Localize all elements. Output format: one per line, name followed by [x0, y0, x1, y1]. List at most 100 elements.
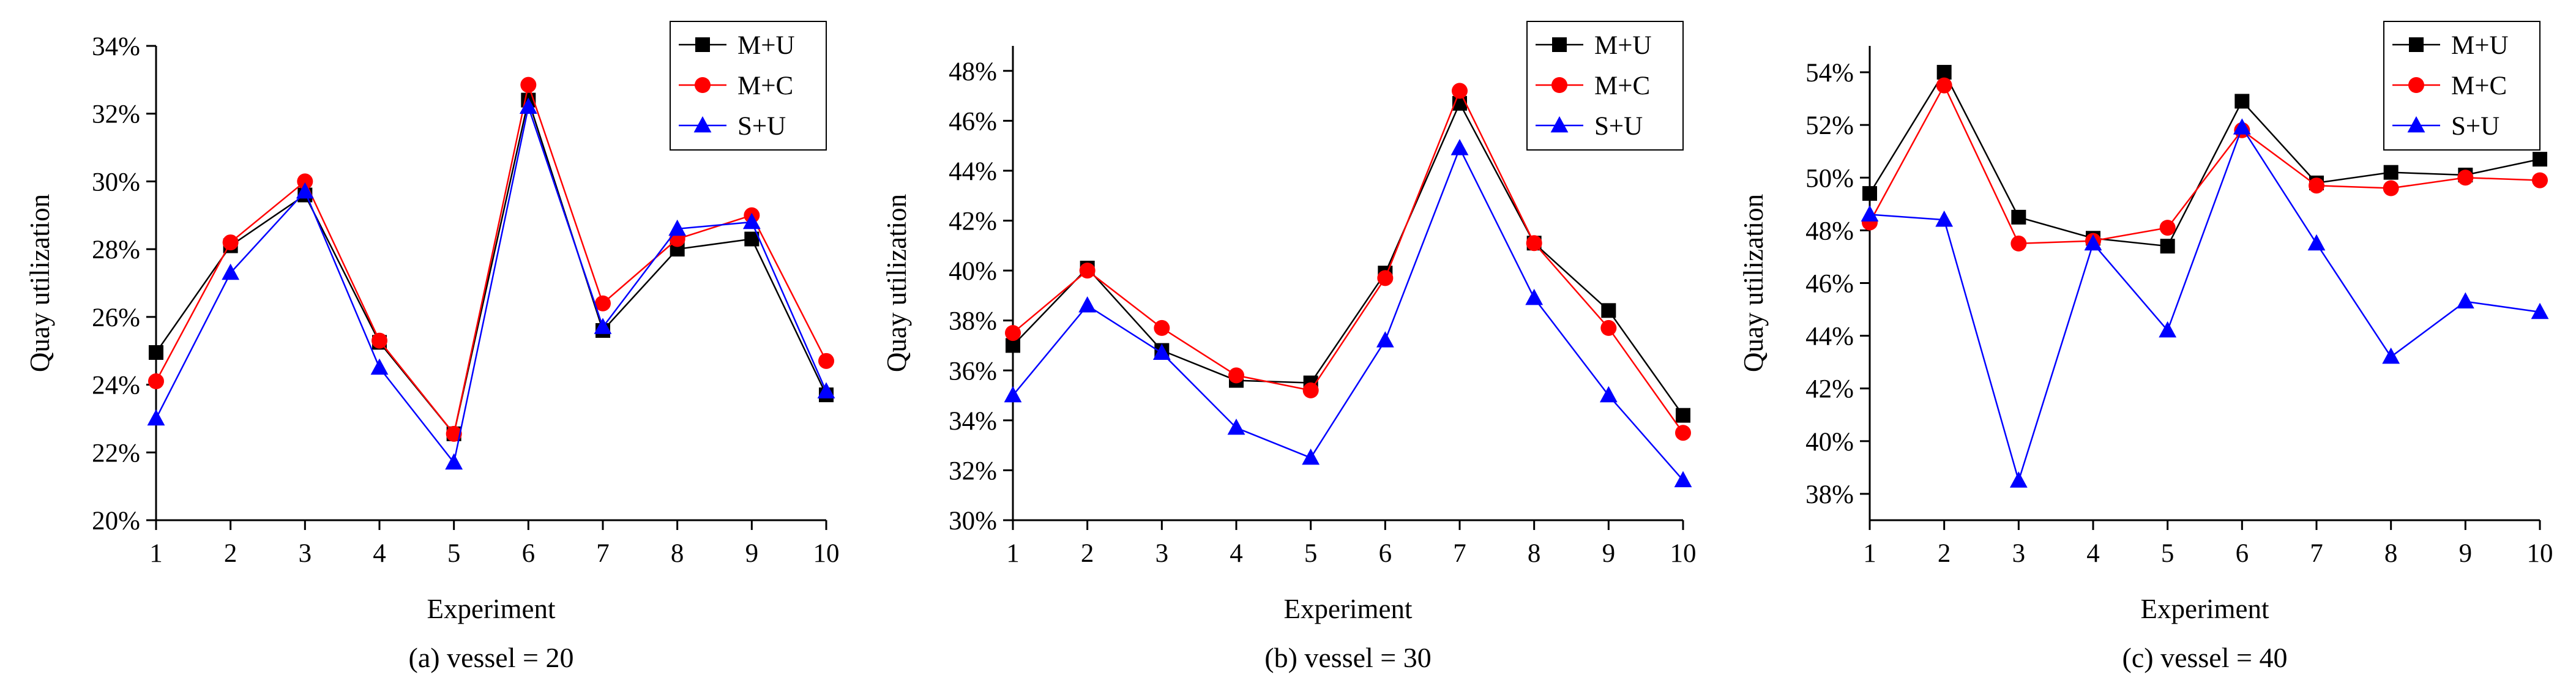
data-point [1935, 211, 1954, 227]
data-point [296, 182, 314, 199]
x-tick-label: 9 [745, 539, 759, 568]
data-point [1862, 186, 1877, 201]
x-tick-label: 10 [1670, 539, 1697, 568]
x-axis-title: Experiment [1284, 594, 1413, 624]
data-point [742, 212, 761, 229]
data-point [1079, 263, 1096, 279]
y-tick-label: 44% [1805, 323, 1854, 351]
data-point [1376, 331, 1394, 348]
data-point [1676, 408, 1690, 423]
x-axis-title: Experiment [2141, 594, 2269, 624]
x-tick-label: 10 [2527, 539, 2553, 568]
y-tick-label: 32% [92, 100, 140, 129]
legend: M+U M+C S+U [2383, 21, 2541, 151]
series-S+U [1004, 139, 1692, 488]
y-tick-label: 54% [1805, 59, 1854, 88]
x-tick-label: 8 [671, 539, 684, 568]
data-point [668, 219, 687, 236]
y-tick-label: 44% [949, 157, 997, 186]
y-tick-label: 50% [1805, 164, 1854, 193]
data-point [1078, 296, 1097, 313]
data-point [1302, 448, 1320, 465]
data-point [1154, 319, 1170, 336]
data-point [817, 382, 835, 398]
legend-label: S+U [737, 112, 786, 141]
y-axis-title: Quay utilization [881, 194, 912, 372]
legend-marker [1551, 77, 1567, 93]
panel-caption: (a) vessel = 20 [409, 642, 574, 673]
data-point [445, 453, 463, 470]
data-point [2009, 471, 2028, 488]
y-tick-label: 42% [1805, 375, 1854, 404]
x-tick-label: 4 [2086, 539, 2100, 568]
legend: M+U M+C S+U [670, 21, 827, 151]
legend-label: M+C [1594, 72, 1650, 100]
chart-panel-3: 38% 40% 42% 44% 46% 48% 50% 52% 54% 1 2 3 4 5 6 7 8 9 10 Ex… [1738, 21, 2553, 673]
panel-caption: (b) vessel = 30 [1264, 642, 1432, 673]
x-tick-label: 1 [1006, 539, 1020, 568]
x-tick-label: 2 [1938, 539, 1951, 568]
legend-label: M+C [2451, 72, 2507, 100]
data-point [2159, 220, 2176, 236]
x-tick-label: 6 [2236, 539, 2249, 568]
data-point [2309, 177, 2324, 194]
legend: M+U M+C S+U [1526, 21, 1684, 151]
data-point [297, 173, 313, 190]
x-tick-label: 1 [1863, 539, 1876, 568]
series-line [1869, 83, 2541, 245]
data-point [1675, 425, 1691, 441]
data-point [370, 358, 389, 375]
legend-marker [1552, 37, 1567, 52]
y-tick-label: 38% [949, 307, 997, 336]
x-tick-label: 9 [1602, 539, 1616, 568]
x-tick-label: 4 [1230, 539, 1243, 568]
x-axis-title: Experiment [427, 594, 556, 624]
x-tick-label: 8 [1528, 539, 1541, 568]
data-point [818, 353, 834, 369]
data-point [2457, 170, 2474, 186]
data-point [1377, 270, 1394, 286]
y-tick-label: 38% [1805, 480, 1854, 509]
x-tick-label: 5 [1304, 539, 1318, 568]
data-point [1452, 83, 1468, 99]
y-tick-label: 40% [949, 257, 997, 286]
data-point [2382, 347, 2400, 364]
y-tick-label: 48% [949, 58, 997, 86]
data-point [446, 425, 462, 442]
y-tick-label: 20% [92, 507, 140, 535]
y-tick-label: 30% [949, 507, 997, 535]
data-point [595, 295, 611, 312]
legend-label: M+U [2451, 31, 2509, 60]
y-tick-label: 28% [92, 236, 140, 264]
y-tick-label: 22% [92, 439, 140, 468]
x-tick-label: 2 [224, 539, 237, 568]
legend-marker [695, 77, 711, 93]
data-point [1525, 288, 1544, 305]
y-tick-label: 30% [92, 168, 140, 196]
data-point [2383, 180, 2399, 196]
data-point [1450, 139, 1469, 155]
y-tick-label: 32% [949, 457, 997, 485]
series-S+U [147, 97, 835, 470]
data-point [2011, 209, 2026, 225]
data-point [520, 76, 537, 93]
legend-label: S+U [1594, 112, 1643, 141]
x-tick-label: 8 [2384, 539, 2398, 568]
legend-marker [1550, 116, 1569, 133]
y-tick-label: 24% [92, 371, 140, 400]
series-line [155, 81, 827, 436]
series-line [1869, 70, 2541, 247]
chart-panel-2: 30% 32% 34% 36% 38% 40% 42% 44% 46% 48% 1 2 3 4 5 6 7 8 9 1… [881, 21, 1697, 673]
data-point [1005, 325, 1021, 341]
data-point [222, 263, 240, 280]
chart-panel-1: 20% 22% 24% 26% 28% 30% 32% 34% 1 2 3 4 5 6 7 8 9 10 Exper… [24, 21, 840, 673]
x-tick-label: 3 [1155, 539, 1169, 568]
data-point [2233, 118, 2251, 135]
x-tick-label: 9 [2459, 539, 2473, 568]
data-point [149, 345, 163, 360]
legend-marker [2409, 37, 2424, 52]
data-point [1227, 418, 1245, 435]
data-point [1861, 205, 1879, 222]
series-line [1012, 89, 1684, 433]
data-point [2160, 239, 2175, 254]
